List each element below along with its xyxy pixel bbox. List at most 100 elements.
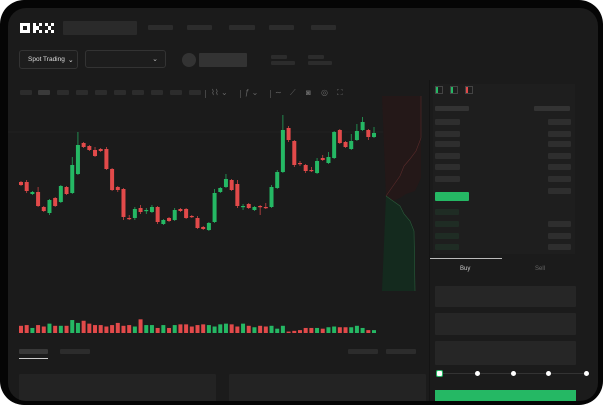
candle	[349, 141, 354, 149]
coin-icon	[182, 53, 196, 67]
nav-item[interactable]	[187, 25, 212, 30]
timeframe-button[interactable]	[151, 90, 163, 95]
volume-bar	[47, 323, 52, 333]
tab-buy[interactable]: Buy	[460, 266, 471, 272]
filter-button[interactable]	[386, 349, 416, 354]
ruler-icon[interactable]: ⟋	[290, 88, 296, 97]
volume-bar	[309, 327, 314, 333]
candle	[258, 206, 263, 208]
nav-item[interactable]	[311, 25, 336, 30]
market-select[interactable]: Spot Trading ⌄	[19, 50, 78, 69]
indicator-icon[interactable]: ƒ ⌄	[245, 88, 259, 97]
camera-icon[interactable]: ◙	[306, 88, 311, 97]
search-bar[interactable]	[63, 21, 137, 35]
timeframe-button[interactable]	[95, 90, 107, 95]
timeframe-button[interactable]	[38, 90, 50, 95]
ask-size	[548, 164, 571, 170]
divider	[240, 90, 241, 98]
volume-bar	[144, 325, 149, 333]
slider-mark-25[interactable]	[475, 371, 480, 376]
volume-bar	[258, 325, 263, 333]
candle	[104, 149, 109, 169]
settings-icon[interactable]: ◎	[321, 88, 328, 97]
volume-bar	[53, 325, 58, 333]
divider	[270, 90, 271, 98]
candle	[149, 207, 154, 212]
volume-bar	[360, 327, 365, 333]
stat-value	[308, 61, 332, 65]
buy-side-icon[interactable]	[450, 86, 458, 94]
timeframe-button[interactable]	[57, 90, 69, 95]
both-sides-icon[interactable]	[435, 86, 443, 94]
candle	[337, 130, 342, 143]
ask-size	[548, 141, 571, 147]
ask-size	[548, 119, 571, 125]
slider-handle[interactable]	[436, 370, 443, 377]
candle	[64, 187, 69, 194]
depth-bid-area	[382, 196, 415, 291]
bid-price	[435, 209, 459, 215]
tab-open-orders[interactable]	[19, 349, 48, 354]
volume-bar	[212, 326, 217, 333]
ask-price	[435, 119, 460, 125]
candle	[235, 184, 240, 206]
sell-side-icon[interactable]	[465, 86, 473, 94]
candle	[223, 179, 228, 187]
slider-mark-75[interactable]	[546, 371, 551, 376]
candle	[372, 133, 376, 137]
bid-price	[435, 221, 459, 227]
amount-input[interactable]	[435, 313, 576, 335]
tab-history[interactable]	[60, 349, 90, 354]
candle	[121, 189, 126, 217]
candle	[263, 207, 268, 209]
timeframe-button[interactable]	[132, 90, 144, 95]
candle	[47, 200, 52, 213]
candle	[58, 186, 63, 202]
candle	[178, 209, 183, 211]
slider-mark-50[interactable]	[511, 371, 516, 376]
candle-type-icon[interactable]: ⌇⌇ ⌄	[211, 88, 228, 97]
nav-item[interactable]	[148, 25, 173, 30]
volume-bar	[218, 324, 223, 333]
pair-select[interactable]: ⌄	[85, 50, 166, 68]
ask-size	[548, 188, 571, 194]
volume-bar	[366, 330, 371, 333]
candle	[241, 206, 246, 208]
volume-bar	[320, 328, 325, 333]
timeframe-button[interactable]	[189, 90, 201, 95]
candle	[189, 216, 194, 218]
volume-bar	[132, 326, 137, 333]
slider-mark-100[interactable]	[584, 371, 589, 376]
candle	[195, 218, 200, 228]
filter-button[interactable]	[348, 349, 378, 354]
market-select-label: Spot Trading	[28, 56, 65, 63]
buy-button[interactable]	[435, 390, 576, 401]
candle	[24, 182, 29, 191]
volume-bar	[252, 327, 257, 333]
candle	[246, 204, 251, 208]
tab-sell[interactable]: Sell	[535, 266, 546, 272]
timeframe-button[interactable]	[76, 90, 88, 95]
candle	[292, 141, 297, 165]
volume-bar	[115, 322, 120, 333]
fullscreen-icon[interactable]: ⛶	[337, 88, 343, 97]
timeframe-button[interactable]	[170, 90, 182, 95]
nav-item[interactable]	[269, 25, 294, 30]
candle	[115, 187, 120, 190]
price-input[interactable]	[435, 286, 576, 307]
ask-price	[435, 131, 460, 137]
nav-item[interactable]	[229, 25, 255, 30]
timeframe-button[interactable]	[20, 90, 32, 95]
volume-bar	[161, 325, 166, 333]
candle	[315, 161, 320, 173]
volume-bar	[303, 327, 308, 333]
total-input[interactable]	[435, 341, 576, 365]
bid-price	[435, 244, 459, 250]
candle	[172, 210, 177, 220]
ask-size	[548, 131, 571, 137]
candlestick-chart[interactable]	[8, 96, 428, 336]
volume-bar	[315, 327, 320, 333]
timeframe-button[interactable]	[114, 90, 126, 95]
volume-bar	[372, 330, 376, 333]
line-icon[interactable]: ∼	[275, 88, 282, 97]
